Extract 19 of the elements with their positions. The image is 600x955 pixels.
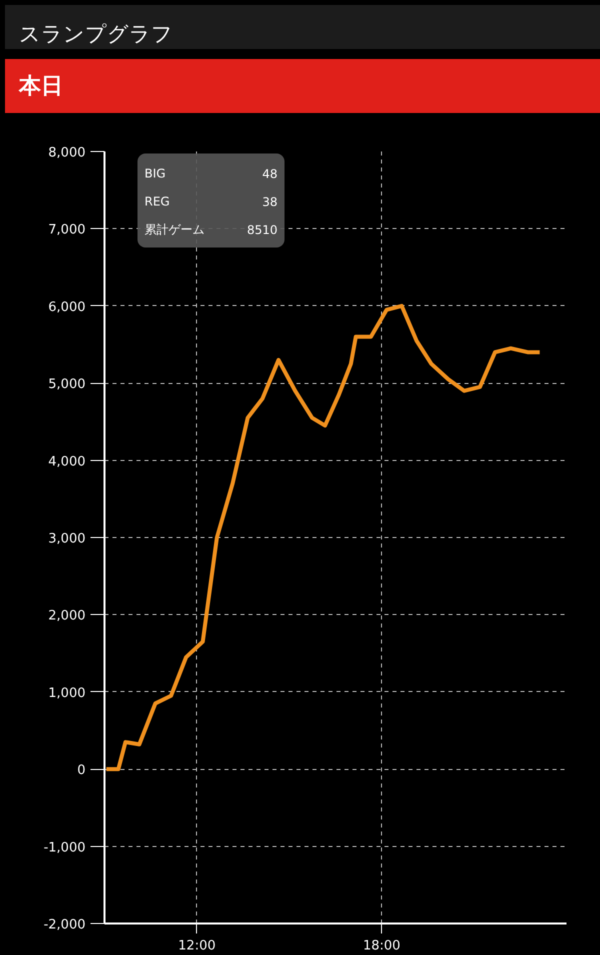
x-tick-label: 12:00 bbox=[178, 938, 216, 954]
y-tick-label: 4,000 bbox=[48, 454, 86, 470]
y-tick-label: 8,000 bbox=[48, 146, 86, 160]
y-tick-label: 2,000 bbox=[48, 608, 86, 624]
y-tick-label: 0 bbox=[77, 763, 86, 778]
text: REG 38 bbox=[144, 194, 278, 209]
y-tick-label: 3,000 bbox=[48, 532, 86, 546]
x-tick-label: 18:00 bbox=[362, 938, 400, 954]
text: 累計ゲーム 8510 bbox=[144, 222, 278, 237]
y-tick-label: -1,000 bbox=[44, 840, 86, 856]
chart-subtitle: 本日 bbox=[19, 73, 63, 101]
y-tick-label: -2,000 bbox=[44, 918, 86, 932]
line-series bbox=[104, 304, 542, 772]
y-tick-label: 7,000 bbox=[48, 222, 86, 238]
y-tick-label: 1,000 bbox=[48, 686, 86, 701]
y-tick-label: 5,000 bbox=[48, 377, 86, 392]
text: BIG 48 bbox=[144, 166, 278, 181]
chart-title: スランプグラフ bbox=[19, 21, 173, 48]
y-tick-label: 6,000 bbox=[48, 300, 86, 315]
